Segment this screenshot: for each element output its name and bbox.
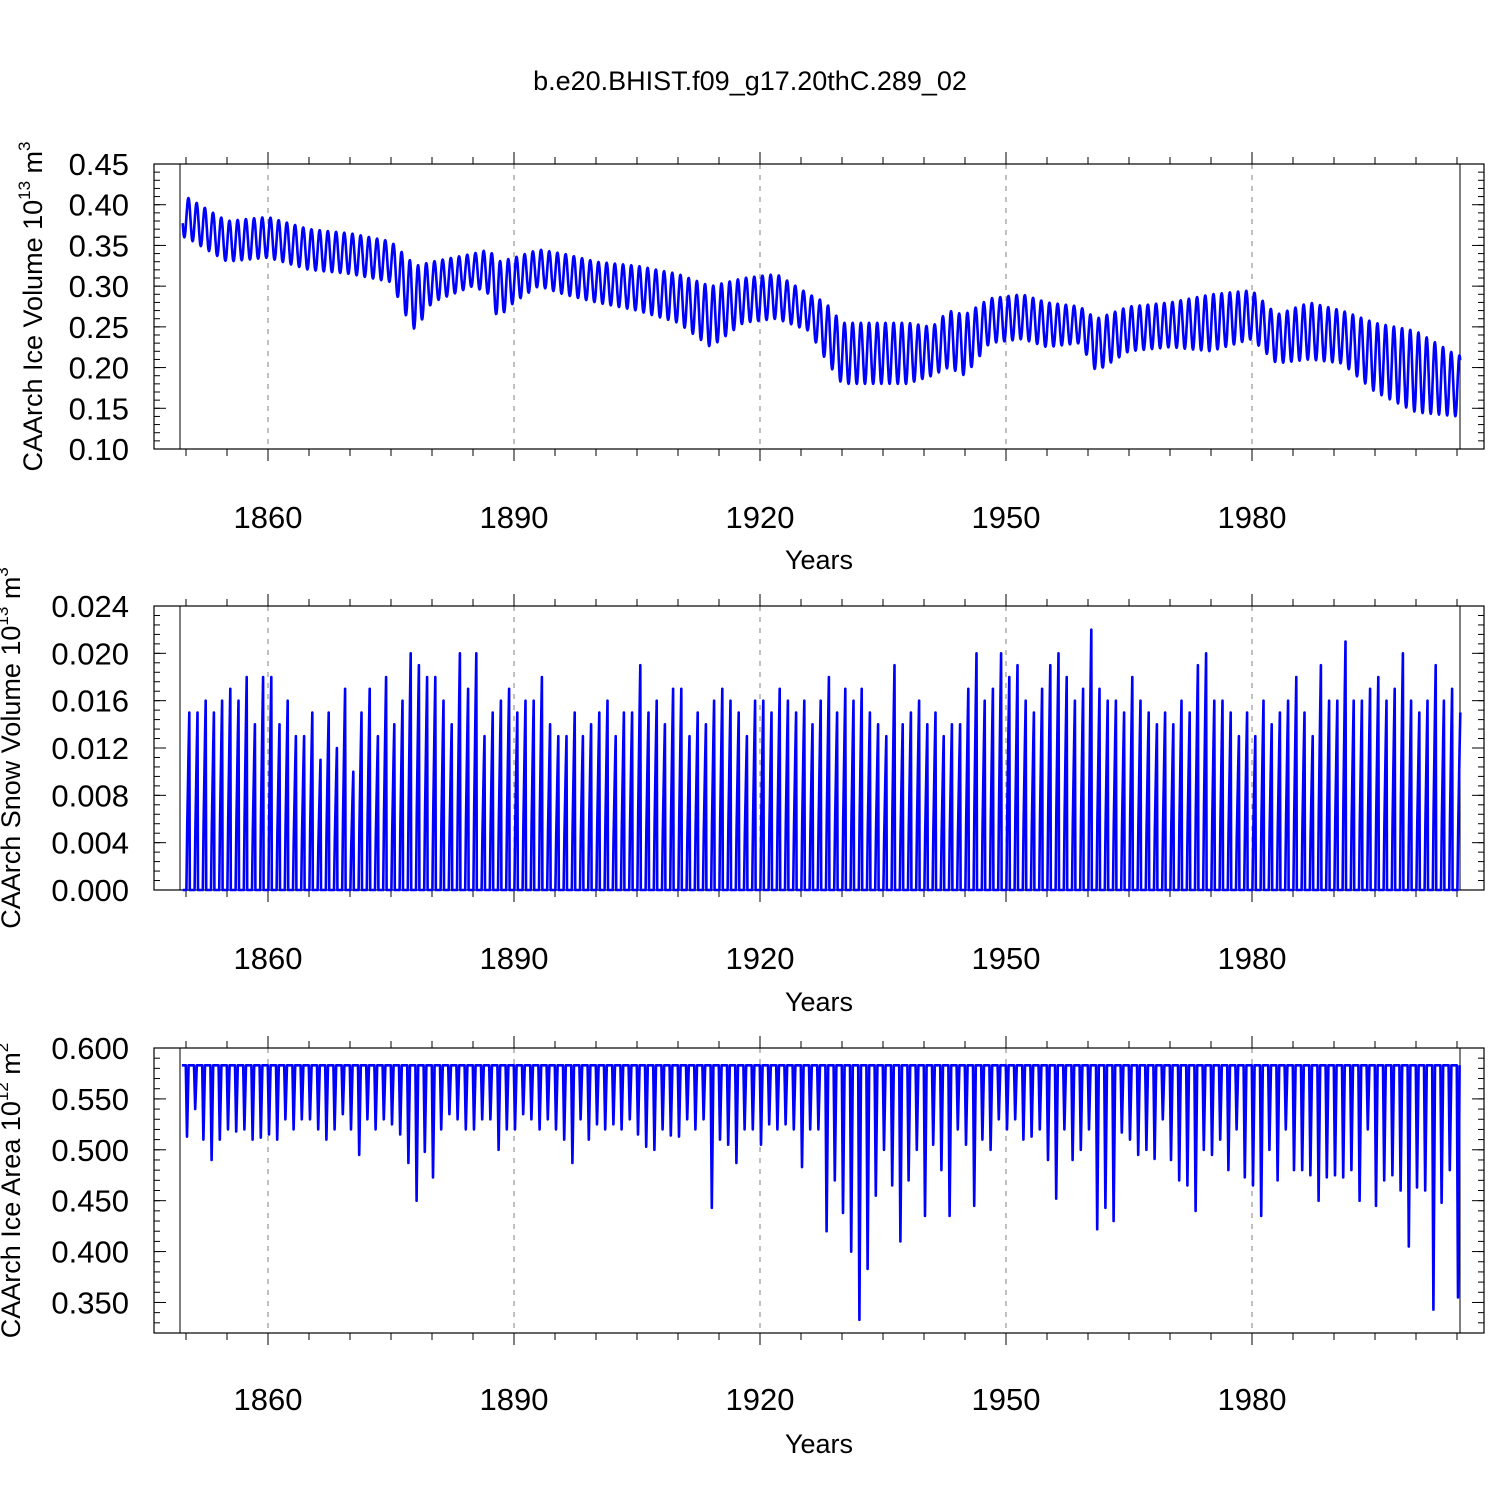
panel-3: 1860 1890 1920 1950 1980 0.350 0.400 0.450 0.500… (0, 1031, 1485, 1459)
y-tick-label: 0.20 (69, 351, 129, 386)
y-axis-title-unit-exponent: 3 (0, 567, 12, 576)
x-tick-label: 1890 (480, 500, 549, 535)
series-line (181, 1064, 1461, 1322)
y-tick-label: 0.400 (51, 1235, 129, 1270)
y-axis-title-unit-exponent: 3 (15, 141, 34, 150)
y-tick-label: 0.008 (51, 778, 129, 813)
panel-1: 1860 1890 1920 1950 1980 0.10 0.15 0.20 0.25 0.30… (15, 141, 1485, 575)
y-tick-label: 0.012 (51, 731, 129, 766)
y-axis-title-unit: m (18, 151, 48, 181)
y-tick-label: 0.450 (51, 1184, 129, 1219)
y-axis-title-exponent: 13 (15, 181, 34, 200)
panel-2: 1860 1890 1920 1950 1980 0.000 0.004 0.008 0.012… (0, 567, 1485, 1017)
series-line (182, 628, 1462, 892)
x-axis-title: Years (785, 1429, 853, 1459)
y-axis-title-unit: m (0, 1052, 26, 1082)
y-tick-label: 0.000 (51, 873, 129, 908)
x-axis-title: Years (785, 987, 853, 1017)
y-tick-label: 0.30 (69, 269, 129, 304)
y-axis-title: CAArch Ice Volume 1013 m3 (15, 141, 48, 471)
y-axis-title-exponent: 12 (0, 1082, 12, 1101)
x-axis-title: Years (785, 545, 853, 575)
x-tick-label: 1920 (726, 941, 795, 976)
x-tick-label: 1950 (972, 500, 1041, 535)
y-tick-label: 0.10 (69, 432, 129, 467)
y-tick-label: 0.016 (51, 684, 129, 719)
y-tick-label: 0.004 (51, 826, 129, 861)
x-tick-label: 1860 (234, 941, 303, 976)
y-axis-title: CAArch Snow Volume 1013 m3 (0, 567, 26, 929)
y-tick-label: 0.40 (69, 188, 129, 223)
x-tick-label: 1920 (726, 1382, 795, 1417)
y-axis-title-unit: m (0, 577, 26, 607)
y-tick-label: 0.500 (51, 1133, 129, 1168)
x-tick-label: 1950 (972, 941, 1041, 976)
x-tick-label: 1980 (1218, 1382, 1287, 1417)
y-tick-label: 0.600 (51, 1031, 129, 1066)
y-tick-label: 0.25 (69, 310, 129, 345)
main-title: b.e20.BHIST.f09_g17.20thC.289_02 (533, 66, 967, 96)
y-axis-title-unit-exponent: 2 (0, 1043, 12, 1052)
x-tick-label: 1860 (234, 500, 303, 535)
y-axis-title-prefix: CAArch Ice Area 10 (0, 1101, 26, 1338)
x-tick-label: 1920 (726, 500, 795, 535)
x-tick-label: 1860 (234, 1382, 303, 1417)
x-tick-label: 1890 (480, 1382, 549, 1417)
y-tick-label: 0.020 (51, 636, 129, 671)
x-tick-label: 1980 (1218, 941, 1287, 976)
y-tick-label: 0.45 (69, 147, 129, 182)
plot-frame (153, 163, 1485, 450)
series-line (181, 196, 1462, 418)
y-tick-label: 0.550 (51, 1082, 129, 1117)
y-tick-label: 0.350 (51, 1285, 129, 1320)
y-axis-title-prefix: CAArch Ice Volume 10 (18, 200, 48, 472)
y-axis-title-exponent: 13 (0, 607, 12, 626)
y-axis-title-prefix: CAArch Snow Volume 10 (0, 626, 26, 929)
y-tick-label: 0.15 (69, 391, 129, 426)
x-tick-label: 1950 (972, 1382, 1041, 1417)
y-tick-label: 0.35 (69, 228, 129, 263)
y-tick-label: 0.024 (51, 589, 129, 624)
x-tick-label: 1980 (1218, 500, 1287, 535)
x-tick-label: 1890 (480, 941, 549, 976)
y-axis-title: CAArch Ice Area 1012 m2 (0, 1043, 26, 1339)
